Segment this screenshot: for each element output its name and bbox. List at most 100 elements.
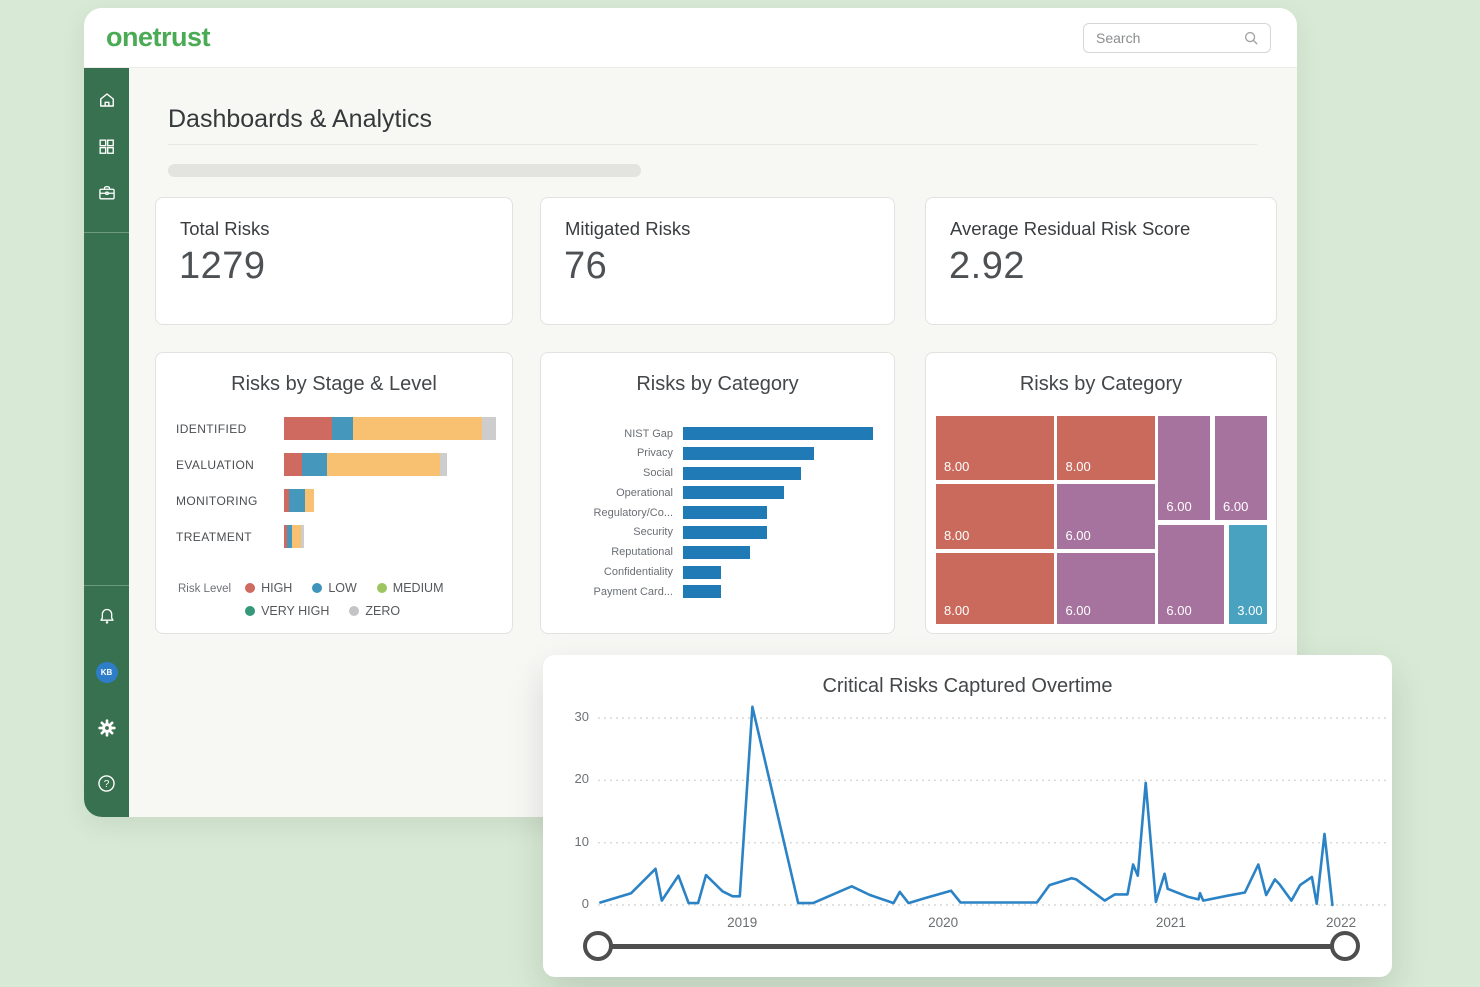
- legend-dot: [312, 583, 323, 593]
- category-label: Regulatory/Co...: [593, 506, 673, 519]
- legend-item[interactable]: LOW: [312, 581, 357, 595]
- category-bar[interactable]: [683, 565, 721, 579]
- category-row: Security: [541, 525, 894, 539]
- stage-label: MONITORING: [176, 493, 258, 508]
- bar-segment-zero[interactable]: [301, 525, 304, 548]
- kpi-label: Average Residual Risk Score: [950, 218, 1191, 239]
- help-icon[interactable]: ?: [96, 772, 118, 794]
- category-bar[interactable]: [683, 486, 784, 500]
- category-bar-rows: NIST Gap Privacy Social Operational Regulato…: [541, 427, 894, 605]
- treemap-tile[interactable]: 6.00: [1215, 416, 1267, 520]
- category-bar[interactable]: [683, 525, 767, 539]
- bar-segment-low[interactable]: [302, 453, 327, 476]
- category-bar[interactable]: [683, 585, 721, 599]
- tile-value: 6.00: [1065, 602, 1091, 618]
- stacked-bar: [284, 453, 447, 476]
- bell-icon[interactable]: [96, 605, 118, 627]
- bar-segment-medium[interactable]: [292, 525, 301, 548]
- treemap-tile[interactable]: 6.00: [1158, 416, 1211, 520]
- legend-label: VERY HIGH: [261, 604, 330, 618]
- tile-value: 6.00: [1223, 499, 1249, 514]
- category-bar[interactable]: [683, 446, 815, 460]
- legend-label: ZERO: [365, 604, 401, 618]
- legend-title: Risk Level: [178, 583, 232, 595]
- avatar-initials: KB: [95, 661, 118, 683]
- y-tick-label: 30: [574, 709, 589, 724]
- user-avatar[interactable]: KB: [95, 661, 118, 683]
- category-row: Operational: [541, 486, 894, 500]
- category-row: Payment Card...: [541, 585, 894, 599]
- category-row: Social: [541, 466, 894, 480]
- home-icon[interactable]: [96, 89, 118, 111]
- onetrust-logo[interactable]: onetrust: [106, 22, 211, 52]
- search-input[interactable]: [1094, 28, 1234, 47]
- stage-row: EVALUATION: [176, 453, 498, 476]
- bar-segment-medium[interactable]: [327, 453, 440, 476]
- category-bar[interactable]: [683, 466, 801, 480]
- bar-segment-high[interactable]: [284, 489, 289, 512]
- bar-segment-low[interactable]: [287, 525, 292, 548]
- legend-dot: [376, 583, 387, 593]
- y-tick-label: 0: [581, 896, 589, 911]
- bar-segment-zero[interactable]: [482, 417, 496, 440]
- legend-item[interactable]: HIGH: [245, 581, 292, 595]
- stage-label: IDENTIFIED: [176, 421, 247, 436]
- slider-handle-left[interactable]: [583, 931, 613, 961]
- stage-row: TREATMENT: [176, 525, 498, 548]
- stage-level-rows: IDENTIFIED EVALUATION MONITORING TREATMENT: [176, 417, 498, 561]
- bar-segment-high[interactable]: [284, 525, 287, 548]
- bar-segment-high[interactable]: [284, 417, 332, 440]
- stage-label: EVALUATION: [176, 457, 255, 472]
- sidebar-divider-bottom: [84, 585, 129, 586]
- treemap-tile[interactable]: 6.00: [1057, 484, 1156, 549]
- chart-card-critical-risks: Critical Risks Captured Overtime 0 10 20 30…: [543, 655, 1392, 977]
- category-row: Confidentiality: [541, 565, 894, 579]
- category-label: NIST Gap: [624, 427, 673, 440]
- treemap-tile[interactable]: 6.00: [1057, 552, 1156, 624]
- treemap-tile[interactable]: 8.00: [936, 552, 1054, 624]
- tile-value: 8.00: [1065, 459, 1091, 475]
- briefcase-icon[interactable]: [96, 182, 118, 204]
- chart-card-category-bars: Risks by Category NIST Gap Privacy Social O…: [540, 352, 895, 634]
- bar-segment-low[interactable]: [289, 489, 305, 512]
- search-box[interactable]: [1083, 22, 1271, 53]
- time-range-slider-track[interactable]: [598, 944, 1345, 949]
- gear-icon[interactable]: [96, 717, 118, 739]
- category-row: NIST Gap: [541, 427, 894, 440]
- bar-segment-medium[interactable]: [305, 489, 314, 512]
- treemap-tile[interactable]: 8.00: [1057, 416, 1156, 481]
- category-bar[interactable]: [683, 506, 767, 520]
- filter-skeleton-bar: [168, 164, 641, 177]
- bar-segment-high[interactable]: [284, 453, 302, 476]
- risk-level-legend: Risk Level HIGH LOW MEDIUM VERY HIGH ZERO: [178, 581, 477, 618]
- chart-title: Risks by Category: [1019, 373, 1183, 395]
- treemap-tile[interactable]: 3.00: [1229, 524, 1267, 624]
- apps-grid-icon[interactable]: [96, 135, 118, 157]
- sidebar: KB ?: [84, 68, 129, 817]
- treemap-tile[interactable]: 6.00: [1158, 524, 1225, 624]
- legend-item[interactable]: VERY HIGH: [245, 604, 329, 618]
- tile-value: 6.00: [1166, 499, 1192, 514]
- treemap-tile[interactable]: 8.00: [936, 416, 1054, 481]
- legend-items: HIGH LOW MEDIUM VERY HIGH ZERO: [245, 581, 477, 618]
- bar-segment-medium[interactable]: [353, 417, 482, 440]
- legend-item[interactable]: ZERO: [349, 604, 400, 618]
- category-bar[interactable]: [683, 545, 750, 559]
- treemap-tile[interactable]: 8.00: [936, 484, 1054, 549]
- stage-row: IDENTIFIED: [176, 417, 498, 440]
- stacked-bar: [284, 525, 304, 548]
- tile-value: 6.00: [1166, 602, 1192, 618]
- top-bar: onetrust: [84, 8, 1297, 68]
- category-row: Reputational: [541, 545, 894, 559]
- bar-segment-low[interactable]: [332, 417, 353, 440]
- slider-handle-right[interactable]: [1330, 931, 1360, 961]
- kpi-card-avg-residual-risk: Average Residual Risk Score 2.92: [925, 197, 1277, 325]
- category-bar[interactable]: [683, 427, 873, 440]
- legend-item[interactable]: MEDIUM: [376, 581, 444, 595]
- tile-value: 8.00: [944, 602, 970, 618]
- x-tick-label: 2022: [1326, 915, 1357, 930]
- x-tick-label: 2021: [1155, 915, 1186, 930]
- stage-label: TREATMENT: [176, 529, 253, 544]
- bar-segment-zero[interactable]: [440, 453, 447, 476]
- line-plot: [598, 655, 1386, 907]
